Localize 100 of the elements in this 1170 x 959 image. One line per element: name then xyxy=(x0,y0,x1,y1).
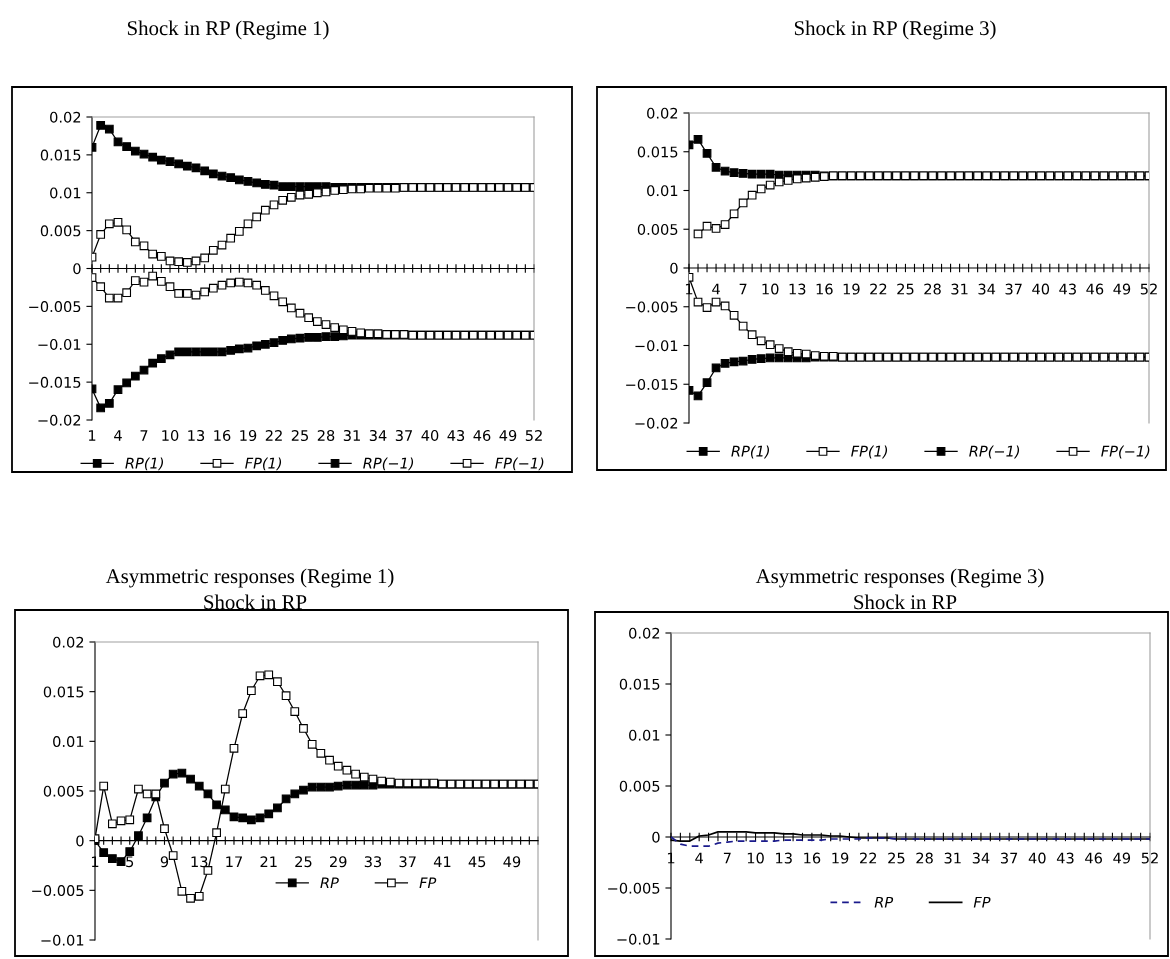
x-tick-label: 40 xyxy=(1028,852,1046,864)
legend-label: FP(−1) xyxy=(1101,445,1150,459)
y-tick-label: 0.015 xyxy=(43,686,84,698)
x-tick-label: 25 xyxy=(897,283,914,295)
chart-subtitle: Shock in RP xyxy=(854,594,957,610)
legend-label: FP(1) xyxy=(851,445,888,459)
x-tick-label: 34 xyxy=(972,852,990,864)
legend-label: RP(1) xyxy=(731,445,770,459)
y-tick-label: −0.02 xyxy=(635,417,678,429)
y-tick-label: 0 xyxy=(76,835,84,847)
y-tick-label: 0.005 xyxy=(43,785,84,797)
x-tick-label: 22 xyxy=(870,283,887,295)
x-tick-label: 49 xyxy=(499,429,517,442)
x-tick-label: 41 xyxy=(433,856,451,868)
x-tick-label: 43 xyxy=(1056,852,1074,864)
x-tick-label: 52 xyxy=(525,429,542,442)
x-tick-label: 22 xyxy=(265,429,282,441)
y-tick-label: 0.01 xyxy=(647,185,678,197)
chart-title: Shock in RP (Regime 1) xyxy=(127,20,329,40)
x-tick-label: 10 xyxy=(162,429,179,442)
x-tick-label: 19 xyxy=(843,283,860,295)
legend-label: RP xyxy=(320,877,339,889)
y-tick-label: 0.005 xyxy=(40,225,81,237)
y-tick-label: −0.02 xyxy=(38,414,81,426)
x-tick-label: 31 xyxy=(944,852,961,864)
x-tick-label: 37 xyxy=(1000,852,1018,864)
y-tick-label: 0.015 xyxy=(637,146,678,158)
x-tick-label: 17 xyxy=(226,856,243,868)
legend-label: RP xyxy=(874,896,894,908)
x-tick-label: 25 xyxy=(295,856,312,868)
x-tick-label: 10 xyxy=(747,852,764,864)
x-tick-label: 33 xyxy=(364,856,382,868)
x-tick-label: 28 xyxy=(916,852,933,864)
y-tick-label: −0.005 xyxy=(29,301,81,313)
x-tick-label: 16 xyxy=(804,852,821,864)
x-tick-label: 13 xyxy=(776,852,792,864)
x-tick-label: 46 xyxy=(473,429,491,442)
x-tick-label: 31 xyxy=(951,283,968,295)
x-tick-label: 46 xyxy=(1086,283,1104,295)
y-tick-label: 0.02 xyxy=(53,636,84,648)
x-tick-label: 7 xyxy=(140,430,148,441)
x-tick-label: 46 xyxy=(1085,852,1103,864)
legend-label: FP xyxy=(419,877,437,889)
legend-label: RP(−1) xyxy=(969,445,1020,459)
y-tick-label: 0.02 xyxy=(647,107,678,119)
x-tick-label: 19 xyxy=(832,852,849,864)
y-tick-label: −0.01 xyxy=(617,933,660,945)
y-tick-label: −0.01 xyxy=(38,338,81,350)
legend-label: RP(−1) xyxy=(363,457,414,471)
y-tick-label: 0.005 xyxy=(619,780,660,792)
x-tick-label: 52 xyxy=(1141,852,1158,864)
y-tick-label: 0.01 xyxy=(53,736,84,748)
y-tick-label: 0.01 xyxy=(50,187,81,199)
y-tick-label: 0.005 xyxy=(637,223,678,235)
x-tick-label: 40 xyxy=(1032,283,1050,295)
x-tick-label: 13 xyxy=(191,856,208,868)
chart-title: Asymmetric responses (Regime 1) xyxy=(105,568,394,588)
y-tick-label: −0.01 xyxy=(41,934,84,946)
x-tick-label: 5 xyxy=(126,856,134,868)
x-tick-label: 4 xyxy=(695,852,703,864)
x-tick-label: 40 xyxy=(421,429,439,442)
chart-title: Shock in RP (Regime 3) xyxy=(794,20,996,40)
x-tick-label: 28 xyxy=(317,429,335,442)
x-tick-label: 43 xyxy=(447,429,465,442)
x-tick-label: 22 xyxy=(860,852,877,864)
legend-label: FP(−1) xyxy=(495,457,544,471)
x-tick-label: 49 xyxy=(1113,283,1131,295)
x-tick-label: 28 xyxy=(924,283,941,295)
y-tick-label: −0.005 xyxy=(626,301,678,313)
x-tick-label: 16 xyxy=(816,283,833,295)
x-tick-label: 19 xyxy=(240,429,257,442)
x-tick-label: 52 xyxy=(1140,283,1157,295)
y-tick-label: −0.015 xyxy=(626,378,678,390)
y-tick-label: 0 xyxy=(73,263,81,275)
y-tick-label: 0.015 xyxy=(40,149,81,161)
y-tick-label: 0 xyxy=(652,831,660,843)
x-tick-label: 34 xyxy=(369,429,387,442)
x-tick-label: 34 xyxy=(978,283,996,295)
x-tick-label: 31 xyxy=(343,429,360,442)
y-tick-label: −0.015 xyxy=(29,376,81,388)
x-tick-label: 13 xyxy=(188,429,205,442)
x-tick-label: 25 xyxy=(888,852,905,864)
legend-label: RP(1) xyxy=(125,457,164,471)
x-tick-label: 4 xyxy=(114,430,122,441)
y-tick-label: 0 xyxy=(670,262,678,274)
x-tick-label: 37 xyxy=(1005,283,1022,295)
y-tick-label: −0.005 xyxy=(32,885,84,897)
y-tick-label: 0.01 xyxy=(629,729,660,741)
chart-title: Asymmetric responses (Regime 3) xyxy=(755,568,1044,588)
x-tick-label: 4 xyxy=(712,283,720,295)
y-tick-label: 0.02 xyxy=(629,627,660,639)
x-tick-label: 7 xyxy=(739,283,747,295)
x-tick-label: 43 xyxy=(1059,283,1076,295)
x-tick-label: 13 xyxy=(789,283,806,295)
x-tick-label: 25 xyxy=(291,429,308,442)
x-tick-label: 9 xyxy=(160,856,169,868)
x-tick-label: 37 xyxy=(399,856,416,868)
x-tick-label: 1 xyxy=(88,430,96,441)
x-tick-label: 16 xyxy=(214,429,231,442)
x-tick-label: 21 xyxy=(260,856,277,868)
